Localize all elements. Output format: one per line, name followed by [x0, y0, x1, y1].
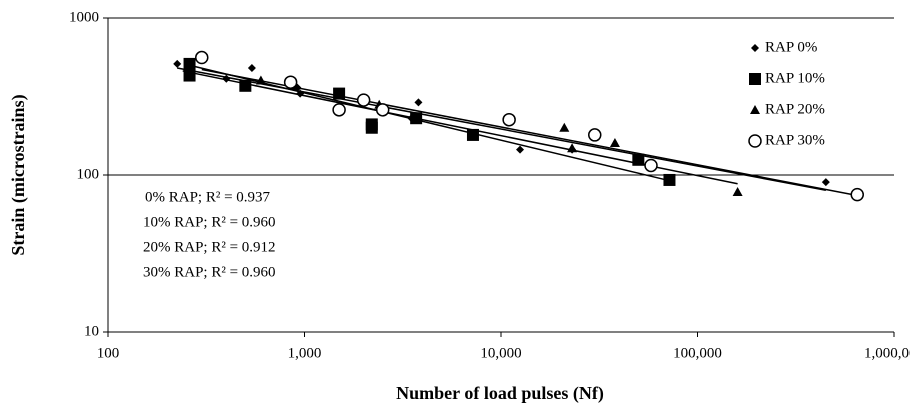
legend-label: RAP 10% [765, 70, 825, 86]
x-axis-title: Number of load pulses (Nf) [396, 383, 604, 404]
y-tick-label: 1000 [69, 9, 99, 25]
point [414, 98, 423, 107]
x-tick-label: 100,000 [673, 345, 722, 361]
point [516, 145, 525, 154]
annotation: 30% RAP; R² = 0.960 [143, 264, 276, 280]
legend-marker [749, 73, 761, 85]
point [183, 69, 196, 82]
point [502, 112, 516, 127]
point [559, 122, 570, 132]
point [850, 187, 864, 202]
point [632, 153, 645, 166]
point [410, 112, 423, 125]
x-tick-label: 10,000 [480, 345, 521, 361]
point [296, 89, 305, 98]
point [173, 59, 182, 68]
trend-line [201, 68, 858, 197]
point [183, 57, 196, 70]
point [332, 103, 346, 117]
point [283, 75, 298, 89]
point [588, 128, 602, 142]
x-tick-label: 1,000 [288, 345, 322, 361]
annotation: 0% RAP; R² = 0.937 [145, 189, 271, 205]
point [222, 74, 231, 83]
point [644, 158, 658, 173]
point [567, 143, 578, 153]
point [732, 186, 743, 196]
y-tick-label: 100 [77, 166, 100, 182]
trend-line [189, 64, 670, 182]
legend-label: RAP 20% [765, 101, 825, 117]
point [333, 87, 346, 100]
x-tick-label: 1,000,000 [864, 345, 910, 361]
point [821, 178, 830, 187]
legend-marker [751, 44, 759, 52]
point [247, 64, 256, 73]
point [663, 173, 676, 186]
point [609, 137, 620, 147]
legend-label: RAP 0% [765, 39, 817, 55]
point [375, 103, 390, 117]
annotation: 10% RAP; R² = 0.960 [143, 214, 276, 230]
point [365, 121, 378, 134]
point [466, 128, 479, 141]
legend-label: RAP 30% [765, 132, 825, 148]
legend-marker [750, 105, 760, 114]
annotation: 20% RAP; R² = 0.912 [143, 239, 276, 255]
point [195, 50, 209, 65]
x-tick-label: 100 [97, 345, 120, 361]
y-axis-title: Strain (microstrains) [8, 94, 29, 255]
legend-marker [748, 134, 762, 148]
point [255, 75, 266, 85]
point [239, 79, 252, 92]
point [356, 93, 371, 107]
y-tick-label: 10 [84, 323, 99, 339]
